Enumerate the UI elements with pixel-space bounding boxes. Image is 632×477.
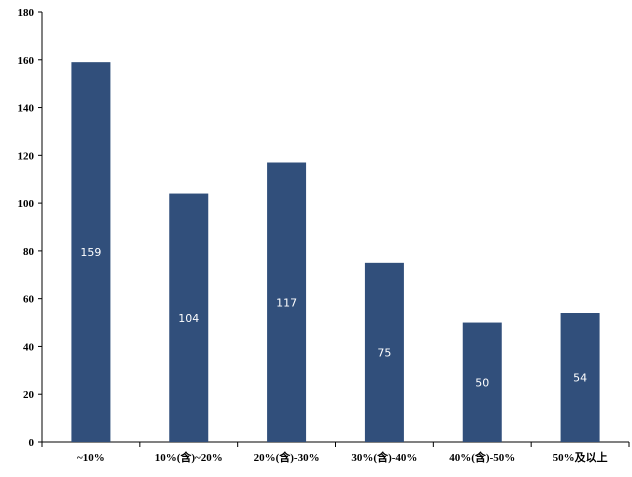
y-tick-label: 120 (18, 150, 35, 162)
x-category-label: 20%(含)-30% (254, 450, 320, 464)
y-tick-label: 0 (29, 437, 35, 449)
bars (71, 62, 600, 443)
bar (462, 322, 502, 442)
bar (267, 162, 307, 442)
y-tick-label: 80 (23, 246, 35, 258)
y-tick-label: 180 (18, 7, 35, 19)
bar-value-label: 159 (80, 246, 101, 259)
bar (560, 313, 600, 442)
bar (169, 193, 209, 442)
bar-value-label: 50 (475, 376, 489, 389)
y-tick-label: 60 (23, 294, 35, 306)
y-tick-label: 40 (23, 341, 35, 353)
x-axis: ~10% 10%(含)~20% 20%(含)-30% 30%(含)-40% 40%(含)… (41, 441, 630, 464)
bar-value-label: 54 (573, 372, 587, 385)
y-tick-label: 20 (23, 389, 35, 401)
data-labels: 159 104 117 75 50 54 (80, 246, 587, 389)
y-tick-label: 140 (18, 103, 35, 115)
bar-value-label: 75 (377, 346, 391, 359)
y-tick-label: 100 (18, 198, 35, 210)
x-category-label: 50%及以上 (553, 450, 608, 464)
bar (364, 262, 404, 442)
x-category-label: ~10% (77, 452, 105, 464)
x-category-label: 10%(含)~20% (155, 450, 223, 464)
bar-value-label: 104 (178, 312, 199, 325)
y-axis: 0 20 40 60 80 100 120 140 160 180 (18, 7, 43, 449)
x-category-label: 40%(含)-50% (449, 450, 515, 464)
bar (71, 62, 111, 443)
y-tick-label: 160 (18, 55, 35, 67)
x-category-label: 30%(含)-40% (351, 450, 417, 464)
bar-value-label: 117 (276, 296, 297, 309)
